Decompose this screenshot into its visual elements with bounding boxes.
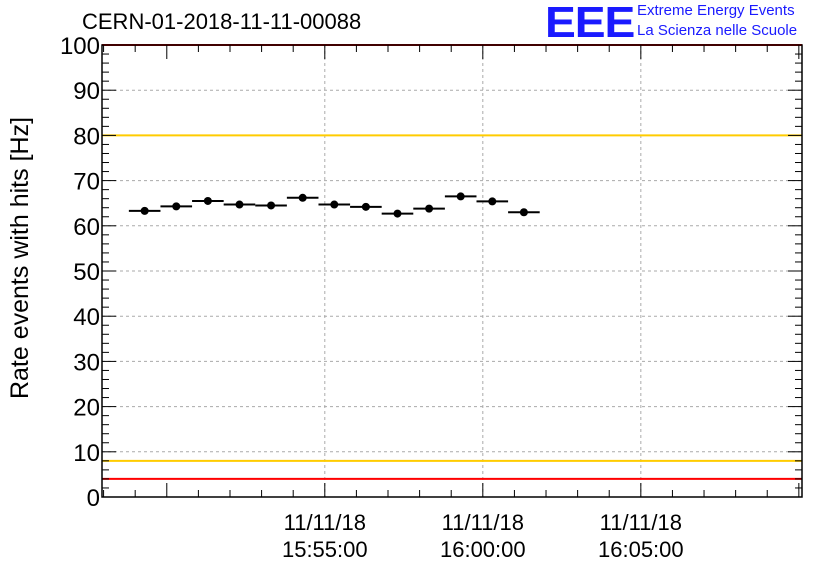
data-point	[235, 200, 244, 209]
y-tick-label: 10	[73, 440, 100, 467]
y-tick-label: 100	[60, 33, 100, 60]
data-point	[519, 208, 528, 217]
y-tick-label: 70	[73, 169, 100, 196]
eee-logo-caption-2: La Scienza nelle Scuole	[637, 22, 798, 39]
data-point	[172, 202, 181, 211]
x-tick-label-date: 11/11/18	[442, 510, 524, 535]
data-point	[140, 206, 149, 215]
y-tick-label: 60	[73, 214, 100, 241]
data-point	[330, 200, 339, 209]
y-tick-label: 40	[73, 304, 100, 331]
data-point	[425, 204, 434, 213]
data-point	[488, 197, 497, 206]
eee-logo-caption-1: Extreme Energy Events	[637, 2, 795, 19]
y-tick-label: 80	[73, 123, 100, 150]
run-id-title: CERN-01-2018-11-11-00088	[82, 9, 362, 34]
eee-logo: EEE	[545, 0, 635, 47]
x-tick-label-time: 16:05:00	[598, 537, 684, 562]
data-point	[203, 196, 212, 205]
y-tick-label: 20	[73, 395, 100, 422]
data-point	[298, 193, 307, 202]
y-axis-title: Rate events with hits [Hz]	[6, 117, 34, 399]
y-tick-label: 50	[73, 259, 100, 286]
data-point	[361, 202, 370, 211]
x-tick-label-time: 16:00:00	[440, 537, 526, 562]
y-tick-label: 30	[73, 349, 100, 376]
x-tick-label-time: 15:55:00	[282, 537, 368, 562]
data-point	[267, 201, 276, 210]
data-point	[456, 192, 465, 201]
x-tick-label-date: 11/11/18	[284, 510, 366, 535]
y-tick-label: 90	[73, 78, 100, 105]
y-tick-label: 0	[87, 485, 100, 512]
x-tick-label-date: 11/11/18	[600, 510, 682, 535]
data-point	[393, 209, 402, 218]
